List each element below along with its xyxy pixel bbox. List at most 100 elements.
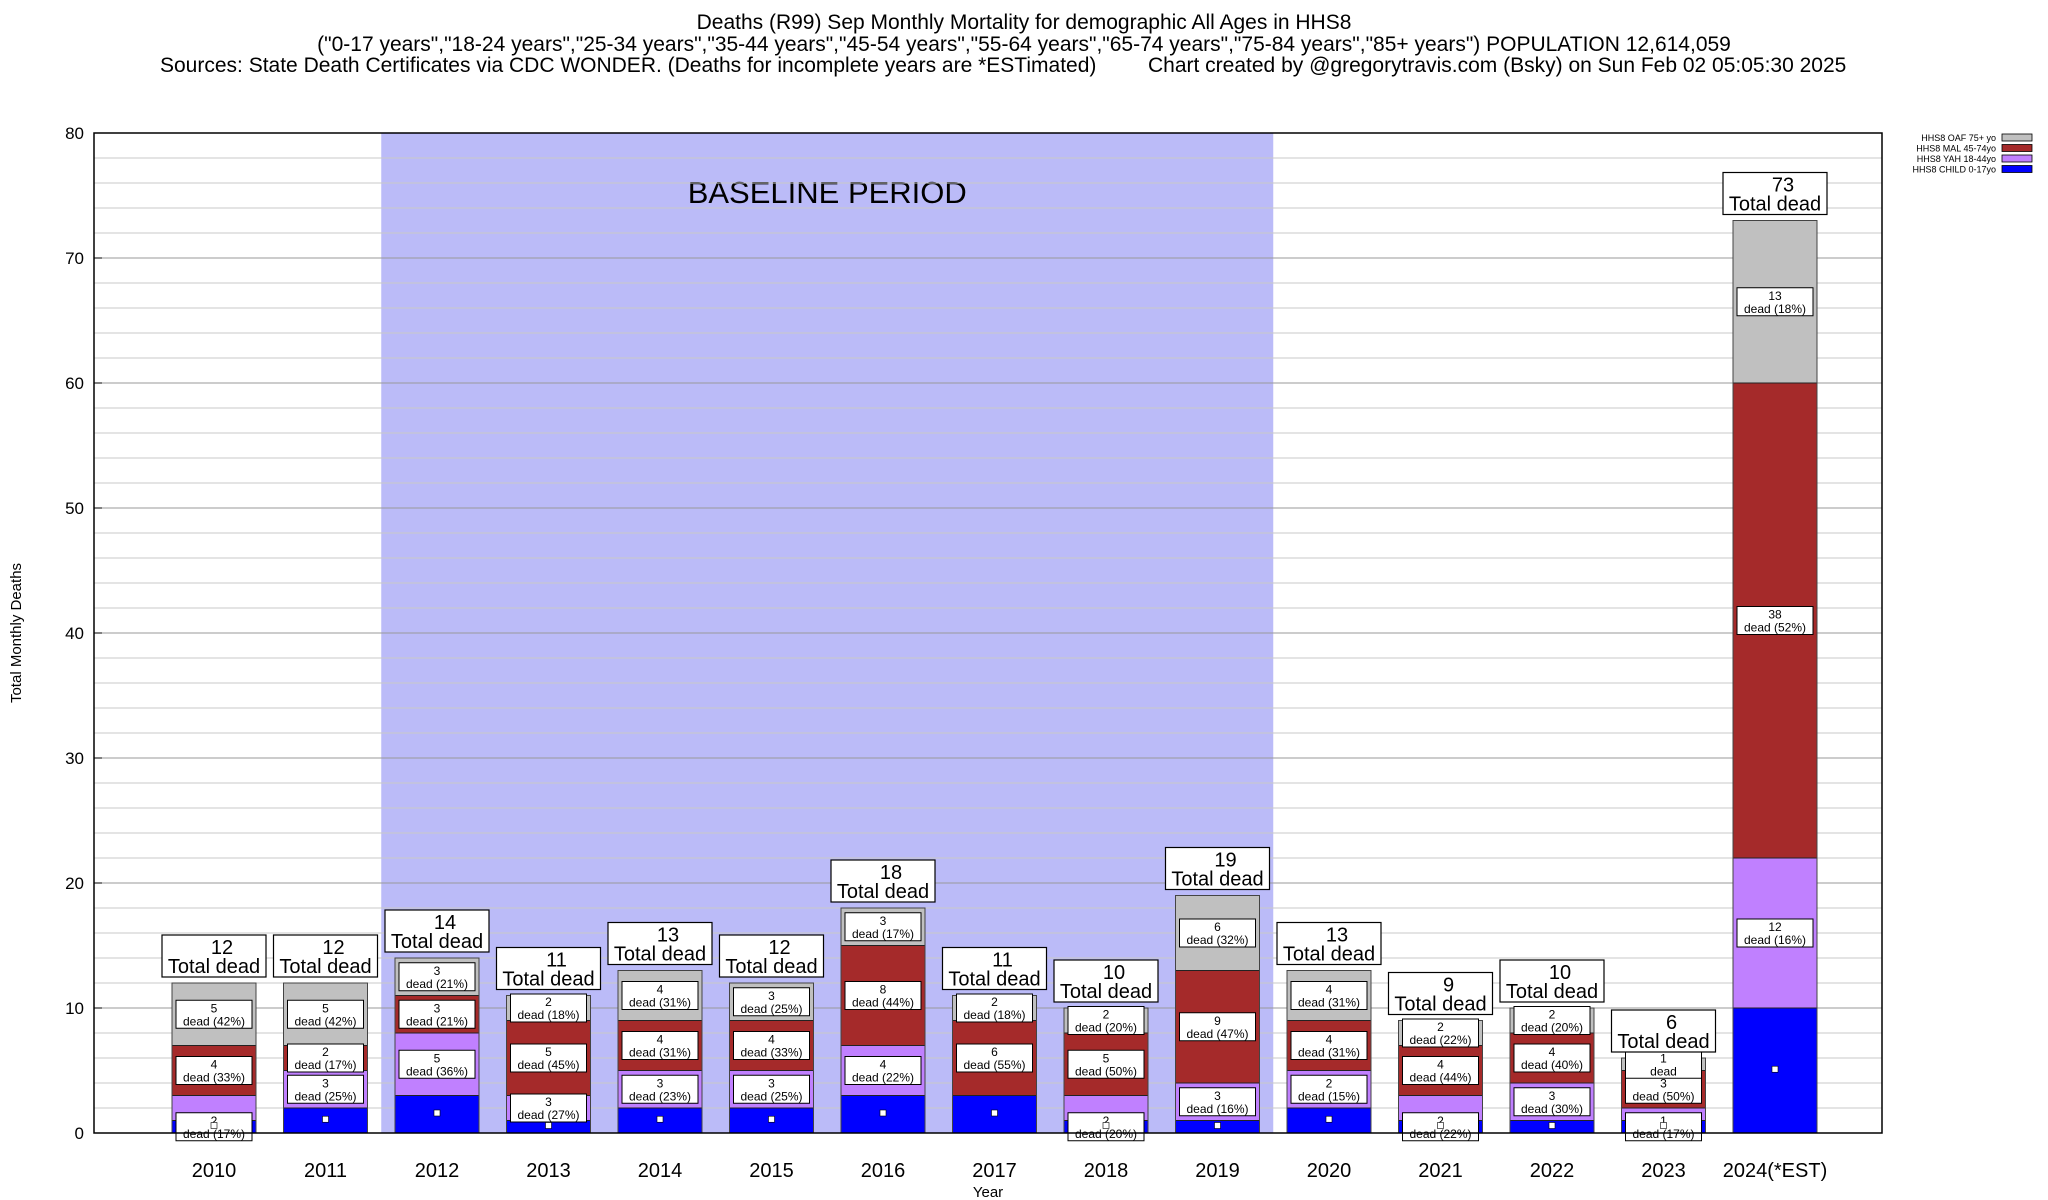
segment-label-percent: dead (44%) xyxy=(852,996,914,1010)
segment-label-count: 2 xyxy=(1103,1008,1110,1022)
total-label-text: Total dead xyxy=(725,956,817,978)
baseline-period-label: BASELINE PERIOD xyxy=(688,175,967,210)
total-label-box xyxy=(607,921,713,966)
total-label-count: 10 xyxy=(1549,962,1571,984)
segment-label-count: 3 xyxy=(1214,1089,1221,1103)
segment-label-count: 6 xyxy=(991,1045,998,1059)
total-label-text: Total dead xyxy=(948,969,1040,991)
segment-label-count: 4 xyxy=(211,1058,218,1072)
segment-label-count: 2 xyxy=(211,1114,218,1128)
segment-label-box xyxy=(844,981,922,1010)
total-label-count: 12 xyxy=(768,937,790,959)
segment-label-box xyxy=(621,1074,699,1104)
segment-label-count: 38 xyxy=(1768,608,1782,622)
segment-label-count: 3 xyxy=(545,1095,552,1109)
y-tick-label: 60 xyxy=(65,374,84,393)
x-tick-label: 2023 xyxy=(1641,1160,1686,1182)
segment-label-box xyxy=(1736,606,1814,635)
total-label-box xyxy=(1387,971,1494,1016)
chart-header: Deaths (R99) Sep Monthly Mortality for d… xyxy=(0,12,2048,56)
segment-label-count: 4 xyxy=(1326,983,1333,997)
child-marker xyxy=(768,1115,775,1123)
child-marker xyxy=(1437,1122,1444,1129)
child-marker xyxy=(1771,1065,1779,1073)
segment-label-box xyxy=(287,999,364,1029)
total-label-text: Total dead xyxy=(279,956,371,978)
segment-label-box xyxy=(510,993,587,1023)
x-tick-label: 2015 xyxy=(749,1160,794,1182)
segment-label-box xyxy=(1402,1056,1479,1085)
chart-credit: Chart created by @gregorytravis.com (Bsk… xyxy=(1148,54,1847,77)
chart-subtitle: ("0-17 years","18-24 years","25-34 years… xyxy=(317,33,1731,56)
child-marker xyxy=(545,1122,552,1129)
legend-swatch xyxy=(2001,165,2033,173)
segment-label-box xyxy=(1179,1087,1256,1117)
x-tick-label: 2019 xyxy=(1195,1160,1240,1182)
segment-label-percent: dead (50%) xyxy=(1632,1089,1694,1103)
total-label-text: Total dead xyxy=(1394,994,1486,1016)
segment-label-box xyxy=(844,1056,922,1085)
total-label-box xyxy=(1610,1009,1717,1053)
segment-label-count: 1 xyxy=(1660,1051,1667,1065)
segment-label-percent: dead (21%) xyxy=(406,1014,468,1028)
child-marker xyxy=(322,1115,329,1123)
segment-label-percent: dead (52%) xyxy=(1744,621,1806,635)
segment-label-box xyxy=(1402,1018,1479,1048)
total-label-count: 12 xyxy=(211,937,233,959)
total-label-box xyxy=(161,934,267,978)
segment-label-count: 4 xyxy=(880,1058,887,1072)
total-label-box xyxy=(1276,921,1382,966)
legend-swatch xyxy=(2001,144,2033,152)
segment-label-percent: dead (18%) xyxy=(517,1008,579,1022)
segment-label-percent: dead (16%) xyxy=(1744,933,1806,947)
y-tick-label: 50 xyxy=(65,499,84,518)
segment-label-count: 4 xyxy=(768,1033,775,1047)
segment-label-percent: dead (25%) xyxy=(740,1002,802,1016)
x-tick-label: 2011 xyxy=(304,1160,347,1182)
child-marker xyxy=(210,1122,218,1129)
segment-label-percent: dead (42%) xyxy=(294,1014,356,1028)
x-axis-label: Year xyxy=(973,1184,1003,1200)
legend-swatch xyxy=(2001,133,2033,142)
total-label-box xyxy=(1499,959,1605,1003)
segment-label-percent: dead (17%) xyxy=(852,927,914,941)
segment-label-box xyxy=(733,1074,810,1104)
segment-label-count: 12 xyxy=(1768,920,1782,934)
segment-label-count: 3 xyxy=(880,914,887,928)
segment-label-percent: dead (45%) xyxy=(517,1058,579,1072)
segment-label-box xyxy=(1067,1049,1145,1079)
segment-label-count: 3 xyxy=(434,1001,441,1015)
x-tick-label: 2013 xyxy=(526,1160,571,1182)
segment-label-box xyxy=(287,1043,364,1073)
total-label-count: 13 xyxy=(1326,925,1348,947)
segment-label-percent: dead (17%) xyxy=(294,1058,356,1072)
segment-label-box xyxy=(1513,1006,1591,1035)
segment-label-box xyxy=(733,987,810,1017)
x-tick-label: 2018 xyxy=(1084,1160,1129,1182)
total-label-box xyxy=(830,859,936,903)
segment-label-percent: dead (36%) xyxy=(406,1064,468,1078)
segment-label-percent: dead (31%) xyxy=(1298,996,1360,1010)
legend-label: HHS8 OAF 75+ yo xyxy=(1921,133,1996,143)
total-label-box xyxy=(1722,171,1828,216)
segment-label-count: 5 xyxy=(1103,1051,1110,1065)
segment-label-percent: dead (23%) xyxy=(629,1089,691,1103)
segment-label-percent: dead (31%) xyxy=(1298,1046,1360,1060)
segment-label-count: 3 xyxy=(322,1076,329,1090)
segment-label-count: 9 xyxy=(1214,1014,1221,1028)
segment-label-count: 5 xyxy=(434,1051,441,1065)
child-marker xyxy=(433,1109,441,1117)
segment-label-count: 8 xyxy=(880,983,887,997)
total-label-box xyxy=(1053,959,1159,1003)
segment-label-count: 2 xyxy=(1437,1020,1444,1034)
segment-label-percent: dead (30%) xyxy=(1521,1102,1583,1116)
segment-label-box xyxy=(1290,1031,1368,1060)
segment-label-box xyxy=(1290,1074,1368,1104)
segment-label-box xyxy=(621,981,699,1010)
total-label-text: Total dead xyxy=(837,881,929,903)
segment-label-percent: dead (40%) xyxy=(1521,1058,1583,1072)
plot-frame xyxy=(93,132,1883,1134)
total-label-box xyxy=(1164,846,1271,891)
segment-label-percent: dead (20%) xyxy=(1521,1021,1583,1035)
total-label-box xyxy=(272,934,379,978)
